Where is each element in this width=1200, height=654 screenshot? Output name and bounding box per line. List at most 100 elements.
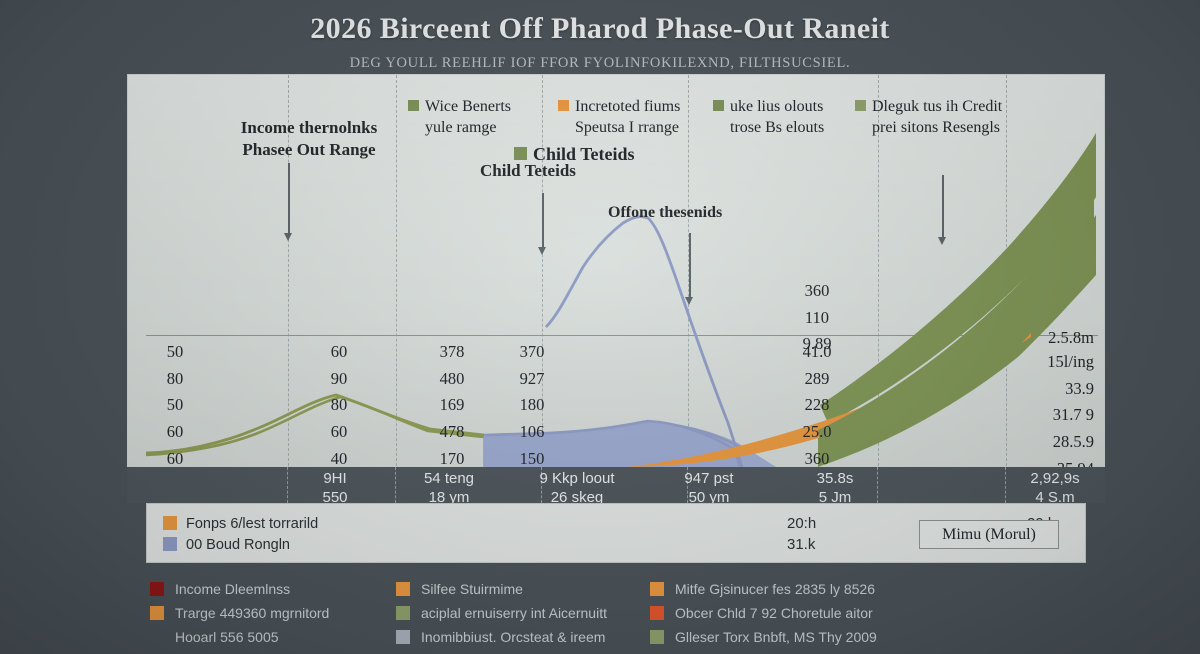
legend-item[interactable]: Glleser Torx Bnbft, MS Thy 2009 [650,629,877,645]
data-label: 60 [166,422,184,442]
gridline-vertical [878,75,879,466]
x-tick-line2: 4 S.m [1035,488,1075,506]
legend-item[interactable]: Mitfe Gjsinucer fes 2835 ly 8526 [650,581,875,597]
annotation-child-text: Child Teteids [480,161,576,180]
blue-outline [483,419,742,468]
annotation-income-text: Income thernolnks Phasee Out Range [204,117,414,161]
legend-swatch [558,100,569,111]
legend-swatch [408,100,419,111]
legend-item[interactable]: Hooarl 556 5005 [150,629,279,645]
legend-item[interactable]: Incretoted fiums Speutsa I rrange [558,97,718,139]
legend-label: Inomibbiust. Orcsteat & ireem [421,629,606,645]
data-label: 150 [519,448,545,468]
legend-label-line1: uke lius olouts [730,98,824,115]
data-label: 90 [330,368,348,388]
legend-label: Silfee Stuirmime [421,581,523,597]
legend-label: Income Dleemlnss [175,581,291,597]
legend-item[interactable]: Inomibbiust. Orcsteat & ireem [396,629,605,645]
axis-baseline [146,335,1098,337]
legend-swatch [650,582,664,596]
blue-peak-line [544,215,744,468]
legend-label-line1: Incretoted fiums [575,98,681,115]
legend-item[interactable]: uke lius olouts trose Bs elouts [713,97,868,139]
legend-item[interactable]: Obcer Chld 7 92 Choretule aitor [650,605,873,621]
x-tick-line1: 947 pst [684,470,734,487]
legend-label-line2: yule ramge [425,118,497,136]
legend-label: Obcer Chld 7 92 Choretule aitor [675,605,873,621]
data-label: 60 [166,448,184,468]
footer-value: 31.k [787,536,816,553]
data-label: 106 [519,422,545,442]
footer-legend-item[interactable]: 00 Boud Rongln [163,537,290,553]
x-tick-line1: 9 Kkp loout [539,470,615,487]
data-label: 60 [330,422,348,442]
x-tick-line2: 50 ym [688,488,730,506]
annotation-income-range: Income thernolnks Phasee Out Range [204,117,414,161]
data-label: 40 [330,448,348,468]
legend-item[interactable]: aciplal ernuiserry int Aicernuitt [396,605,607,621]
legend-swatch [713,100,724,111]
x-axis-tick: 2,92,9s 4 S.m [995,470,1115,508]
data-label: 169 [439,395,465,415]
legend-swatch [396,606,410,620]
footer-legend-label: 00 Boud Rongln [186,537,290,553]
title-block: 2026 Birceent Off Pharod Phase-Out Ranei… [0,12,1200,72]
chart-overlay-svg [145,197,1094,468]
minimum-modal-button[interactable]: Mimu (Morul) [919,520,1059,549]
gridline-vertical [542,75,543,466]
legend-swatch [163,516,177,530]
x-tick-line2: 26 skeg [550,488,604,506]
data-label: 9.89 [802,334,832,354]
green-band-upper [820,133,1096,423]
legend-item[interactable]: Trarge 449360 mgrnitord [150,605,329,621]
y-axis-title: 20 3 OXTNSLTEN(G [12,50,214,455]
legend-swatch [650,606,664,620]
x-axis-tick-strip: 9HI 550 54 teng 18 ym 9 Kkp loout 26 ske… [127,467,1105,506]
olive-line [145,393,485,455]
gridline-vertical [396,75,397,466]
legend-swatch [163,537,177,551]
legend-swatch [396,630,410,644]
annotation-offone: Offone thesenids [608,203,722,223]
legend-item[interactable]: Dleguk tus ih Credit prei sitons Resengl… [855,97,1045,139]
annotation-income-line: Phasee Out Range [242,139,376,159]
legend-label-line2: Speutsa I rrange [575,118,679,136]
legend-label: Glleser Torx Bnbft, MS Thy 2009 [675,629,877,645]
data-label: 370 [519,342,545,361]
data-label: 360 [804,448,830,468]
legend-swatch [396,582,410,596]
data-label: 28.5.9 [1052,432,1094,452]
data-label: 2.5.8m [1048,328,1094,347]
legend-swatch [150,606,164,620]
x-axis-tick: 54 teng 18 ym [389,470,509,508]
legend-label-line2: prei sitons Resengls [872,118,1000,136]
gridline-vertical [688,75,689,466]
legend-label-line1: Dleguk tus ih Credit [872,98,1003,115]
footer-legend-item[interactable]: Fonps 6/lest torrarild [163,516,318,532]
annotation-income-line: Income thernolnks [240,118,378,137]
page-subtitle: DEG YOULL REEHLIF IOF FFOR FYOLINFOKILEX… [349,55,851,71]
chart-footer-box: Fonps 6/lest torrarild 00 Boud Rongln 20… [146,503,1086,563]
x-tick-line2: 18 ym [428,488,470,506]
x-axis-tick: 9 Kkp loout 26 skeg [517,470,637,508]
legend-item[interactable]: Wice Benerts yule ramge [408,97,558,139]
data-label: 15l/ing [1047,352,1094,371]
data-label: 33.9 [1065,378,1094,398]
legend-label: aciplal ernuiserry int Aicernuitt [421,605,607,621]
gridline-vertical [288,75,289,466]
green-area [818,197,1094,465]
data-label: 170 [439,448,465,468]
data-label: 50 [166,395,184,415]
data-label: 60 [330,342,348,361]
footer-legend-label: Fonps 6/lest torrarild [186,516,319,532]
data-label-column-upper: 2.5.8m [1008,325,1094,352]
data-label: 31.7 9 [1052,405,1094,425]
legend-item[interactable]: Silfee Stuirmime [396,581,523,597]
legend-item[interactable]: Income Dleemlnss [150,581,290,597]
annotation-child-credits: Child Teteids [480,160,576,182]
legend-swatch [855,100,866,111]
annotation-offone-text: Offone thesenids [608,204,723,221]
data-label: 927 [519,368,545,388]
data-label: 228 [804,395,830,415]
legend-item-child-credits[interactable]: Child Teteids [514,143,744,166]
